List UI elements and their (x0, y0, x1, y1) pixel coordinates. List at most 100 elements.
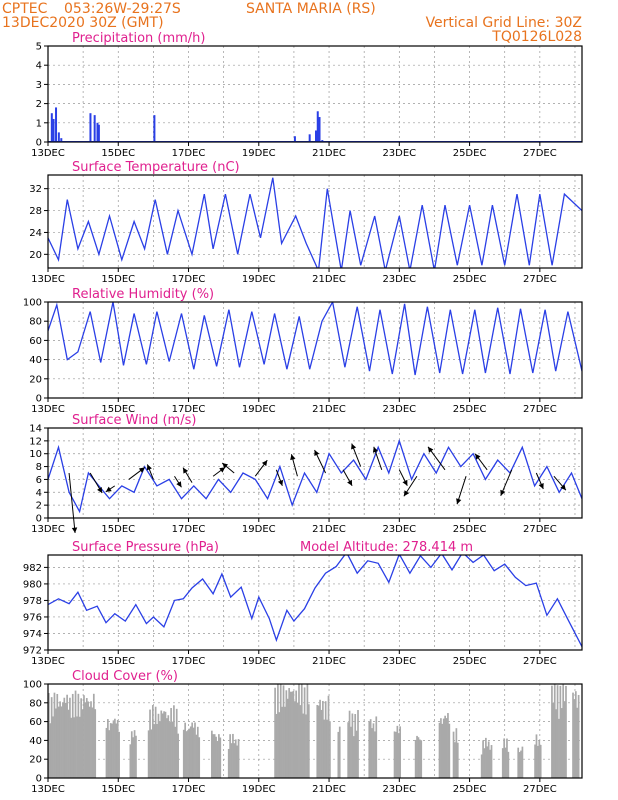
cloud-bar (520, 750, 522, 778)
cloud-bar (355, 730, 358, 778)
wind-vector-head (261, 460, 268, 467)
cloud-bar (216, 741, 219, 778)
cloud-bar (116, 720, 119, 778)
cloud-bar (230, 743, 233, 778)
wind-vector-head (146, 464, 152, 471)
x-tick-label: 17DEC (172, 524, 206, 535)
y-tick-label: 10 (29, 449, 42, 460)
cloud-bar (286, 698, 289, 778)
x-tick-label: 15DEC (101, 274, 135, 285)
cloud-bar (351, 713, 354, 778)
wind-vector-head (538, 483, 544, 489)
cloud-bar (211, 730, 213, 778)
panel-title: Surface Temperature (nC) (72, 160, 240, 175)
cloud-bar (538, 740, 541, 778)
x-tick-label: 25DEC (453, 404, 487, 415)
x-tick-label: 23DEC (382, 784, 416, 795)
cloud-bar (189, 726, 192, 778)
cloud-bar (456, 742, 459, 778)
precip-bar (96, 122, 99, 142)
cloud-bar (293, 701, 296, 778)
cloud-bar (233, 743, 236, 778)
x-tick-label: 19DEC (242, 784, 276, 795)
cloud-bar (157, 713, 160, 778)
x-tick-label: 15DEC (101, 784, 135, 795)
cloud-bar (91, 707, 94, 778)
cloud-bar (49, 723, 52, 778)
wind-vector-head (105, 486, 112, 492)
cloud-bar (161, 713, 164, 778)
cloud-bar (324, 701, 327, 778)
precip-bar (52, 118, 55, 142)
cloud-bar (275, 713, 278, 778)
cloud-bar (278, 712, 281, 778)
y-tick-label: 32 (29, 184, 42, 195)
y-tick-label: 28 (29, 206, 42, 217)
x-tick-label: 19DEC (242, 524, 276, 535)
cloud-bar (445, 718, 448, 778)
cloud-bar (195, 734, 198, 778)
y-tick-label: 0 (36, 514, 42, 525)
y-tick-label: 80 (29, 698, 42, 709)
cloud-bar (354, 714, 357, 778)
panel-title: Surface Pressure (hPa) (72, 540, 219, 555)
x-tick-label: 27DEC (523, 148, 557, 159)
cloud-bar (182, 729, 185, 778)
precip-bar (316, 111, 319, 142)
cloud-bar (87, 701, 90, 778)
precip-bar (318, 117, 321, 142)
header-coords: 053:26W-29:27S (64, 1, 181, 17)
cloud-bar (322, 700, 324, 778)
cloud-bar (284, 706, 286, 778)
panel-title: Precipitation (mm/h) (72, 31, 205, 46)
header-grid-note: Vertical Grid Line: 30Z (426, 15, 582, 31)
cloud-bar (577, 694, 580, 778)
x-tick-label: 19DEC (242, 404, 276, 415)
precip-bar (57, 132, 60, 142)
cloud-bar (170, 707, 172, 778)
x-tick-label: 13DEC (31, 148, 65, 159)
wind-vector-head (290, 454, 296, 461)
x-tick-label: 27DEC (523, 274, 557, 285)
cloud-bar (553, 684, 556, 778)
cloud-bar (298, 684, 300, 778)
cloud-bar (166, 718, 168, 778)
x-tick-label: 21DEC (312, 784, 346, 795)
cloud-bar (323, 719, 326, 778)
cloud-bar (107, 719, 109, 778)
cloud-bar (504, 747, 507, 778)
cloud-bar (56, 693, 59, 778)
y-tick-label: 974 (23, 629, 42, 640)
cloud-bar (74, 690, 77, 778)
x-tick-label: 15DEC (101, 656, 135, 667)
cloud-bar (171, 721, 174, 778)
cloud-bar (291, 691, 293, 778)
cloud-bar (85, 698, 88, 778)
cloud-bar (296, 702, 299, 778)
cloud-bar (154, 706, 157, 778)
x-tick-label: 23DEC (382, 404, 416, 415)
panel-frame (47, 301, 583, 399)
y-tick-label: 100 (23, 680, 42, 691)
cloud-bar (111, 723, 113, 778)
cloud-bar (289, 691, 292, 778)
cloud-bar (191, 722, 194, 778)
cloud-bar (83, 695, 85, 778)
cloud-bar (174, 726, 177, 778)
cloud-bar (105, 727, 108, 778)
cloud-bar (573, 699, 576, 778)
cloud-bar (159, 721, 161, 778)
cloud-bar (118, 731, 120, 778)
y-tick-label: 6 (36, 475, 42, 486)
cloud-bar (558, 718, 560, 778)
cloud-bar (288, 688, 290, 778)
cloud-bar (307, 704, 310, 778)
wind-vector-head (500, 489, 506, 496)
y-tick-label: 0 (36, 138, 42, 149)
cloud-bar (108, 730, 111, 778)
cloud-bar (151, 705, 154, 778)
x-tick-label: 17DEC (172, 656, 206, 667)
y-tick-label: 978 (23, 596, 42, 607)
cloud-bar (518, 752, 521, 778)
cloud-bar (71, 693, 74, 778)
